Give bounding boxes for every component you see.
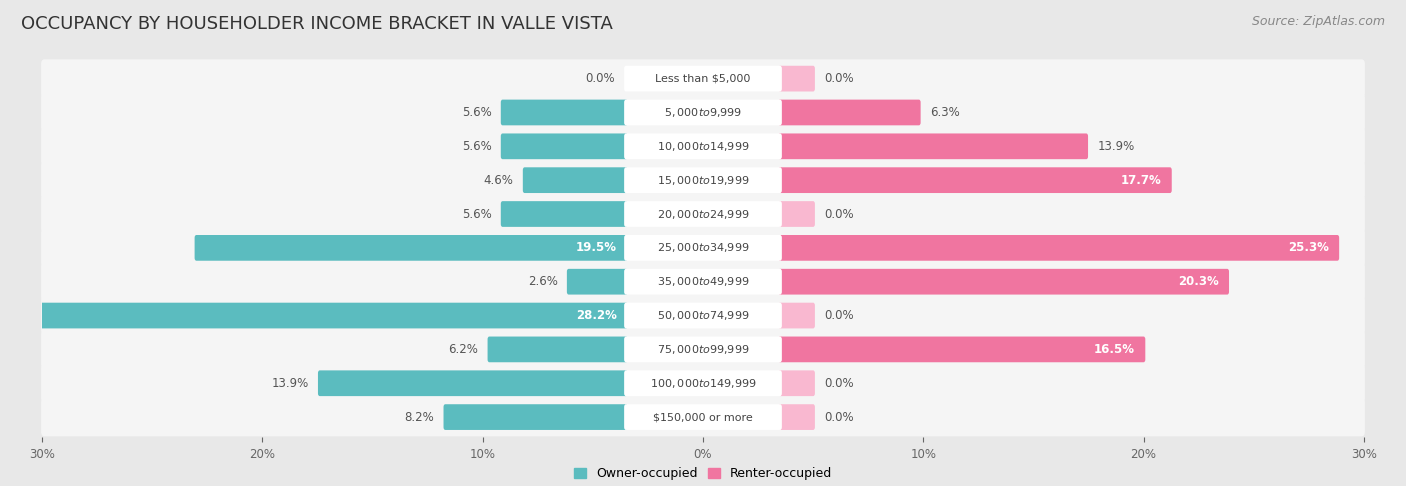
Text: $75,000 to $99,999: $75,000 to $99,999 (657, 343, 749, 356)
Text: 2.6%: 2.6% (527, 275, 558, 288)
FancyBboxPatch shape (41, 93, 1365, 132)
Text: 19.5%: 19.5% (576, 242, 617, 254)
FancyBboxPatch shape (194, 235, 627, 260)
Text: $10,000 to $14,999: $10,000 to $14,999 (657, 140, 749, 153)
FancyBboxPatch shape (624, 100, 782, 125)
Text: Less than $5,000: Less than $5,000 (655, 73, 751, 84)
FancyBboxPatch shape (318, 370, 627, 396)
Text: 13.9%: 13.9% (271, 377, 309, 390)
FancyBboxPatch shape (41, 195, 1365, 233)
FancyBboxPatch shape (41, 228, 1365, 267)
FancyBboxPatch shape (41, 296, 1365, 335)
Text: 4.6%: 4.6% (484, 174, 513, 187)
FancyBboxPatch shape (41, 262, 1365, 301)
FancyBboxPatch shape (488, 336, 627, 362)
Text: 0.0%: 0.0% (824, 309, 853, 322)
FancyBboxPatch shape (624, 235, 782, 260)
Legend: Owner-occupied, Renter-occupied: Owner-occupied, Renter-occupied (574, 468, 832, 481)
FancyBboxPatch shape (779, 370, 815, 396)
FancyBboxPatch shape (779, 167, 1171, 193)
Text: 8.2%: 8.2% (405, 411, 434, 424)
Text: 16.5%: 16.5% (1094, 343, 1135, 356)
Text: $5,000 to $9,999: $5,000 to $9,999 (664, 106, 742, 119)
FancyBboxPatch shape (3, 303, 627, 329)
FancyBboxPatch shape (779, 336, 1146, 362)
FancyBboxPatch shape (779, 404, 815, 430)
FancyBboxPatch shape (624, 336, 782, 362)
Text: Source: ZipAtlas.com: Source: ZipAtlas.com (1251, 15, 1385, 28)
FancyBboxPatch shape (779, 100, 921, 125)
FancyBboxPatch shape (41, 330, 1365, 369)
FancyBboxPatch shape (41, 364, 1365, 402)
Text: $150,000 or more: $150,000 or more (654, 412, 752, 422)
FancyBboxPatch shape (523, 167, 627, 193)
FancyBboxPatch shape (41, 398, 1365, 436)
Text: $50,000 to $74,999: $50,000 to $74,999 (657, 309, 749, 322)
Text: 25.3%: 25.3% (1288, 242, 1329, 254)
FancyBboxPatch shape (779, 303, 815, 329)
FancyBboxPatch shape (779, 66, 815, 91)
Text: 13.9%: 13.9% (1097, 140, 1135, 153)
Text: $20,000 to $24,999: $20,000 to $24,999 (657, 208, 749, 221)
FancyBboxPatch shape (501, 100, 627, 125)
Text: $15,000 to $19,999: $15,000 to $19,999 (657, 174, 749, 187)
Text: 5.6%: 5.6% (461, 208, 492, 221)
FancyBboxPatch shape (779, 134, 1088, 159)
Text: $25,000 to $34,999: $25,000 to $34,999 (657, 242, 749, 254)
Text: $35,000 to $49,999: $35,000 to $49,999 (657, 275, 749, 288)
FancyBboxPatch shape (41, 127, 1365, 166)
FancyBboxPatch shape (624, 303, 782, 329)
Text: OCCUPANCY BY HOUSEHOLDER INCOME BRACKET IN VALLE VISTA: OCCUPANCY BY HOUSEHOLDER INCOME BRACKET … (21, 15, 613, 33)
Text: 6.2%: 6.2% (449, 343, 478, 356)
FancyBboxPatch shape (567, 269, 627, 295)
Text: 17.7%: 17.7% (1121, 174, 1161, 187)
FancyBboxPatch shape (41, 59, 1365, 98)
FancyBboxPatch shape (624, 370, 782, 396)
Text: 0.0%: 0.0% (824, 411, 853, 424)
Text: 0.0%: 0.0% (824, 377, 853, 390)
FancyBboxPatch shape (624, 134, 782, 159)
Text: 5.6%: 5.6% (461, 106, 492, 119)
FancyBboxPatch shape (41, 161, 1365, 199)
FancyBboxPatch shape (624, 66, 782, 91)
Text: 28.2%: 28.2% (576, 309, 617, 322)
FancyBboxPatch shape (779, 235, 1339, 260)
Text: 20.3%: 20.3% (1178, 275, 1219, 288)
FancyBboxPatch shape (501, 201, 627, 227)
FancyBboxPatch shape (443, 404, 627, 430)
FancyBboxPatch shape (779, 269, 1229, 295)
FancyBboxPatch shape (624, 167, 782, 193)
Text: 5.6%: 5.6% (461, 140, 492, 153)
Text: 0.0%: 0.0% (585, 72, 614, 85)
FancyBboxPatch shape (624, 404, 782, 430)
Text: $100,000 to $149,999: $100,000 to $149,999 (650, 377, 756, 390)
Text: 0.0%: 0.0% (824, 72, 853, 85)
FancyBboxPatch shape (779, 201, 815, 227)
Text: 0.0%: 0.0% (824, 208, 853, 221)
FancyBboxPatch shape (501, 134, 627, 159)
Text: 6.3%: 6.3% (929, 106, 960, 119)
FancyBboxPatch shape (624, 269, 782, 295)
FancyBboxPatch shape (624, 201, 782, 227)
